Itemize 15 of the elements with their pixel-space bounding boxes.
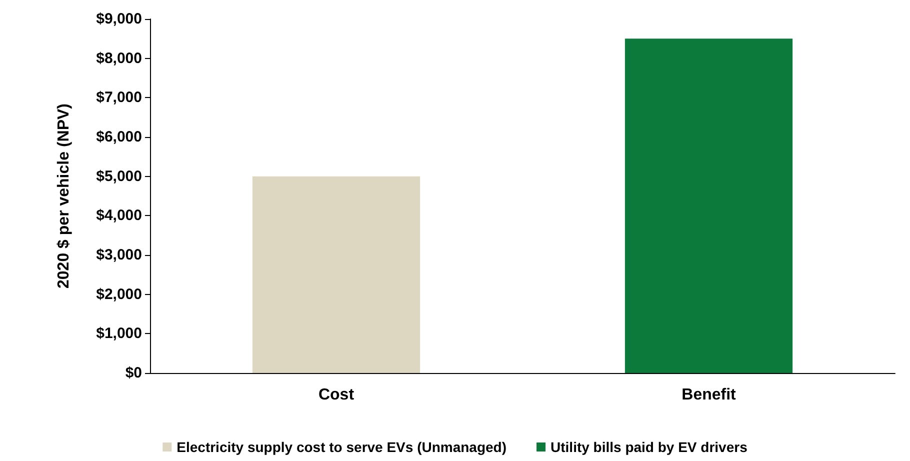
x-tick-label: Cost: [318, 386, 355, 404]
y-tick-label: $9,000: [96, 10, 142, 28]
y-tick-label: $8,000: [96, 50, 142, 67]
y-axis-title: 2020 $ per vehicle (NPV): [56, 104, 72, 288]
y-tick-label: $0: [125, 364, 142, 382]
y-tick-label: $6,000: [96, 128, 142, 146]
y-tick-label: $7,000: [96, 89, 142, 106]
y-tick-label: $5,000: [96, 168, 142, 185]
legend-label: Utility bills paid by EV drivers: [550, 439, 748, 455]
y-tick-label: $2,000: [96, 286, 142, 303]
y-tick-label: $1,000: [96, 325, 142, 342]
x-tick-label: Benefit: [682, 386, 737, 404]
y-tick-label: $3,000: [96, 246, 142, 264]
legend-label: Electricity supply cost to serve EVs (Unmanaged): [176, 439, 507, 455]
y-tick-label: $4,000: [96, 207, 142, 224]
